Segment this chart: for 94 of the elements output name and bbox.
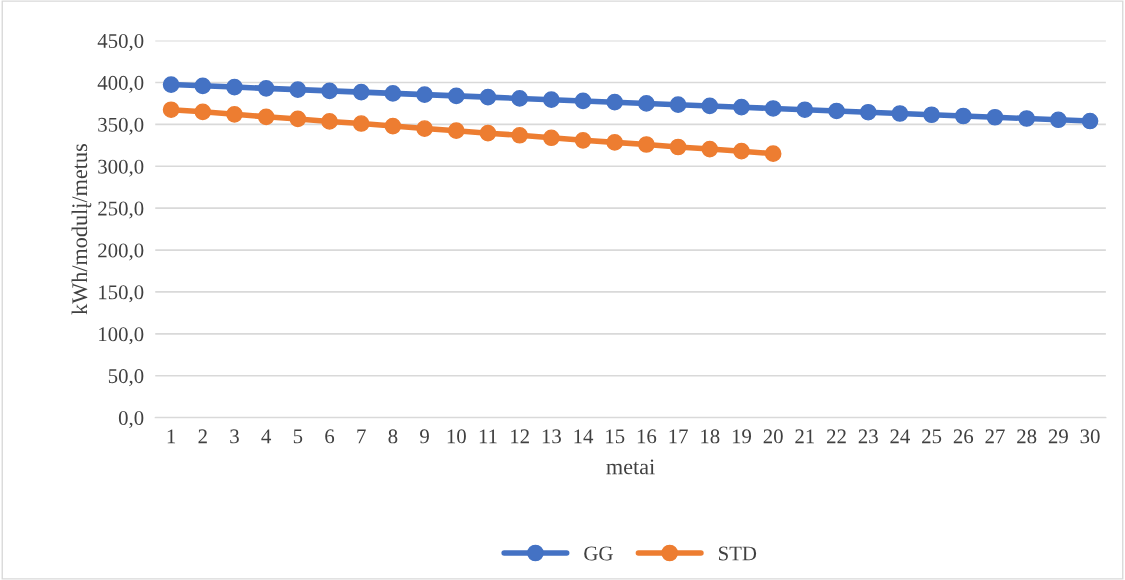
x-tick-label: 27 <box>985 429 1005 444</box>
x-tick-label: 8 <box>388 429 398 444</box>
legend-label: STD <box>718 546 757 561</box>
point <box>574 92 592 110</box>
x-tick-label: 19 <box>732 429 752 444</box>
point <box>447 87 465 105</box>
y-axis-title: kWh/modulį/metus <box>71 144 92 315</box>
x-tick-label: 28 <box>1017 429 1037 444</box>
x-tick-label: 13 <box>542 429 561 444</box>
point <box>479 124 497 142</box>
point <box>511 90 528 107</box>
point <box>954 107 972 125</box>
x-tick-label: 11 <box>479 429 497 444</box>
x-tick-label: 3 <box>230 429 239 444</box>
point <box>162 101 180 119</box>
legend-label: GG <box>584 546 613 561</box>
point <box>1018 110 1035 127</box>
point <box>764 100 782 117</box>
point <box>764 145 782 163</box>
y-tick-label: 450,0 <box>97 33 144 52</box>
point <box>257 108 275 126</box>
x-tick-label: 18 <box>701 429 720 444</box>
point <box>669 96 687 114</box>
point <box>543 129 560 147</box>
x-tick-label: 15 <box>606 429 625 444</box>
y-tick-label: 100,0 <box>99 327 144 345</box>
point <box>321 82 338 100</box>
x-tick-label: 5 <box>293 429 303 444</box>
point <box>447 122 465 139</box>
point <box>226 105 243 123</box>
point <box>796 101 814 119</box>
point <box>1050 111 1067 129</box>
point <box>289 81 307 98</box>
point <box>733 98 750 116</box>
x-tick-label: 12 <box>511 429 529 444</box>
point <box>859 103 877 121</box>
x-tick-label: 10 <box>447 429 466 444</box>
y-tick-label: 400,0 <box>97 75 144 93</box>
x-tick-label: 30 <box>1080 429 1100 444</box>
point <box>321 113 338 130</box>
point <box>352 83 370 101</box>
point <box>194 103 212 121</box>
x-tick-label: 2 <box>198 429 207 444</box>
x-tick-label: 26 <box>953 429 974 444</box>
point <box>226 78 243 96</box>
point <box>416 86 433 103</box>
x-tick-label: 29 <box>1048 429 1068 444</box>
x-tick-label: 1 <box>167 429 176 444</box>
point <box>416 120 433 137</box>
point <box>289 110 307 128</box>
y-tick-label: 250,0 <box>98 201 144 219</box>
x-tick-label: 24 <box>890 429 910 444</box>
point <box>384 117 402 135</box>
x-tick-label: 9 <box>420 429 429 444</box>
x-tick-label: 21 <box>795 429 815 444</box>
x-tick-label: 14 <box>574 429 594 444</box>
y-tick-label: 200,0 <box>98 243 144 261</box>
point <box>352 115 370 132</box>
x-tick-label: 17 <box>669 429 688 444</box>
point <box>923 106 940 124</box>
point <box>669 138 687 156</box>
point <box>257 80 275 97</box>
point <box>384 85 402 102</box>
point <box>701 140 719 158</box>
y-tick-label: 150,0 <box>99 285 144 303</box>
point <box>733 142 750 160</box>
point <box>574 131 592 149</box>
point <box>638 136 655 153</box>
point <box>194 77 212 95</box>
point <box>986 108 1004 126</box>
x-tick-label: 6 <box>325 429 335 444</box>
point <box>543 91 560 108</box>
point <box>828 102 845 120</box>
y-tick-label: 350,0 <box>98 117 144 135</box>
point <box>701 97 719 115</box>
y-tick-label: 50,0 <box>108 369 144 387</box>
point <box>479 88 497 106</box>
point <box>511 126 528 144</box>
point <box>606 93 624 111</box>
x-tick-label: 7 <box>357 429 366 444</box>
point <box>1081 112 1099 130</box>
y-tick-label: 0,0 <box>118 410 144 429</box>
x-tick-label: 4 <box>261 429 272 444</box>
point <box>606 134 624 151</box>
point <box>891 105 909 122</box>
x-tick-label: 22 <box>827 429 846 444</box>
x-tick-label: 16 <box>637 429 657 444</box>
x-tick-label: 23 <box>858 429 878 444</box>
x-axis-title: metai <box>606 459 655 475</box>
x-tick-label: 25 <box>922 429 942 444</box>
point <box>162 76 180 93</box>
point <box>638 95 655 112</box>
y-tick-label: 300,0 <box>98 159 144 177</box>
x-tick-label: 20 <box>763 429 783 444</box>
